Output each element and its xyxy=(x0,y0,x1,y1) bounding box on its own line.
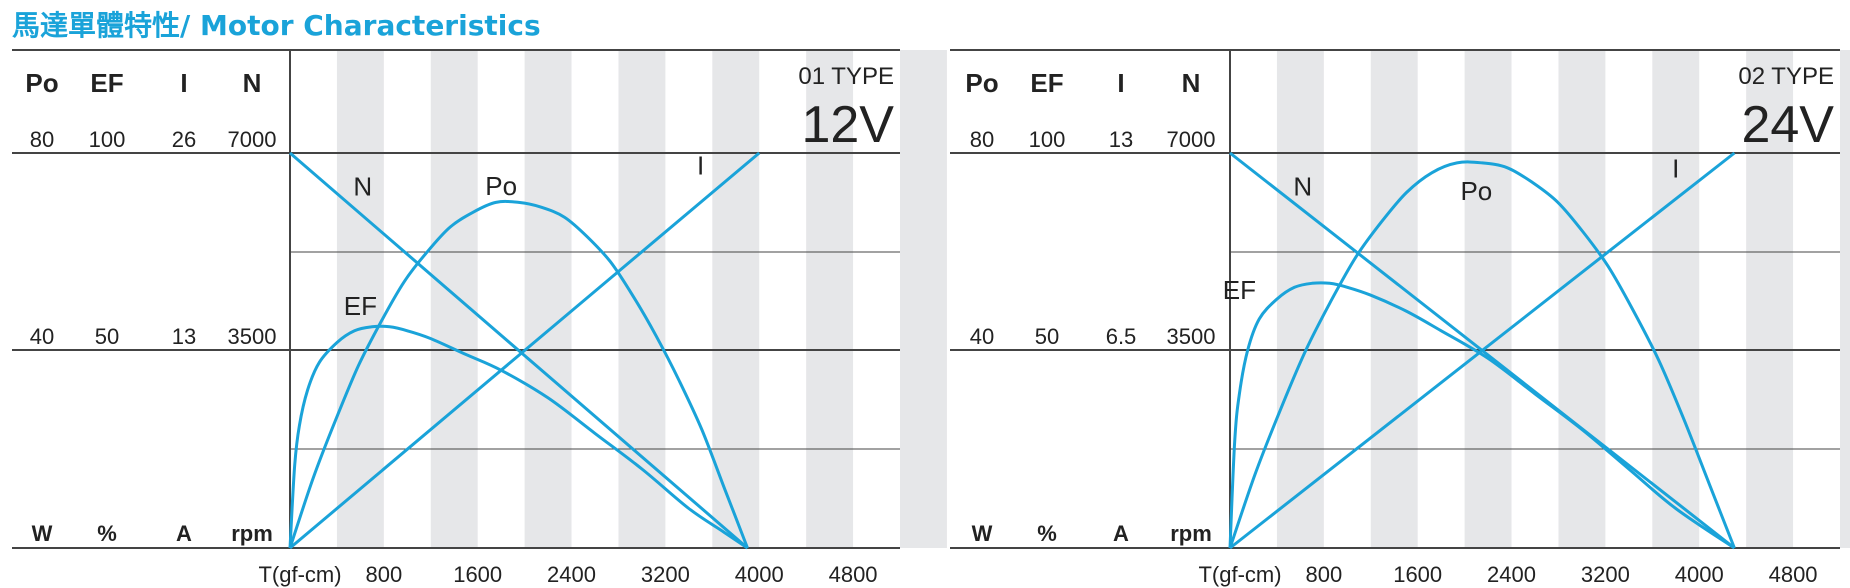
y-top-value: 80 xyxy=(30,127,54,152)
x-tick-label: 800 xyxy=(365,562,402,587)
unit-label: % xyxy=(97,521,117,546)
y-top-value: 7000 xyxy=(1167,127,1216,152)
page-title: 馬達單體特性/ Motor Characteristics xyxy=(12,9,541,42)
type-label: 02 TYPE xyxy=(1738,63,1834,90)
y-mid-value: 3500 xyxy=(228,324,277,349)
x-tick-label: 1600 xyxy=(453,562,502,587)
unit-label: rpm xyxy=(231,521,273,546)
plot-stripe xyxy=(900,50,947,548)
x-tick-label: 3200 xyxy=(641,562,690,587)
series-line-ef xyxy=(288,324,749,550)
series-label-ef: EF xyxy=(344,291,377,321)
x-axis-label: T(gf-cm) xyxy=(258,562,341,587)
plot-stripe xyxy=(524,50,572,548)
series-label-n: N xyxy=(353,171,372,201)
x-tick-label: 2400 xyxy=(1487,562,1536,587)
series-line-i xyxy=(1229,151,1736,550)
x-tick-label: 2400 xyxy=(547,562,596,587)
voltage-label: 24V xyxy=(1741,96,1834,154)
x-tick-label: 4000 xyxy=(1675,562,1724,587)
y-mid-value: 3500 xyxy=(1167,324,1216,349)
y-mid-value: 6.5 xyxy=(1106,324,1137,349)
y-top-value: 13 xyxy=(1109,127,1133,152)
y-mid-value: 50 xyxy=(1035,324,1059,349)
plot-stripe xyxy=(336,50,384,548)
y-top-value: 100 xyxy=(1029,127,1066,152)
column-header: Po xyxy=(965,68,998,98)
unit-label: W xyxy=(32,521,53,546)
x-tick-label: 1600 xyxy=(1393,562,1442,587)
series-line-ef xyxy=(1228,281,1736,550)
series-line-po xyxy=(288,199,749,549)
plot-stripe xyxy=(806,50,854,548)
x-tick-label: 4000 xyxy=(735,562,784,587)
column-header: EF xyxy=(90,68,123,98)
series-label-i: I xyxy=(697,150,704,180)
series-label-po: Po xyxy=(485,171,517,201)
series-label-n: N xyxy=(1293,171,1312,201)
x-tick-label: 800 xyxy=(1305,562,1342,587)
plot-stripe xyxy=(1746,50,1794,548)
series-label-po: Po xyxy=(1460,176,1492,206)
x-tick-label: 4800 xyxy=(1769,562,1818,587)
y-top-value: 26 xyxy=(172,127,196,152)
column-header: EF xyxy=(1030,68,1063,98)
y-mid-value: 13 xyxy=(172,324,196,349)
plot-stripe xyxy=(1652,50,1700,548)
voltage-label: 12V xyxy=(801,96,894,154)
plot-stripe xyxy=(430,50,478,548)
chart-02-type-24v: Po 80 40 W EF 100 50% I 13 6.5 A N 7000 3500 rpm 02 TYP… xyxy=(950,49,1850,587)
series-line-n xyxy=(289,151,749,550)
column-header: N xyxy=(1182,68,1201,98)
type-label: 01 TYPE xyxy=(798,63,894,90)
column-header: Po xyxy=(25,68,58,98)
unit-label: % xyxy=(1037,521,1057,546)
column-header: I xyxy=(180,68,187,98)
plot-stripe xyxy=(1464,50,1512,548)
chart-01-type-12v: Po 80 40 W EF 100 50% I 26 13 A N 7000 3500 rpm 01 TYPE… xyxy=(12,49,947,587)
x-tick-label: 4800 xyxy=(829,562,878,587)
y-top-value: 7000 xyxy=(228,127,277,152)
y-mid-value: 40 xyxy=(30,324,54,349)
unit-label: rpm xyxy=(1170,521,1212,546)
unit-label: A xyxy=(1113,521,1129,546)
x-axis-label: T(gf-cm) xyxy=(1198,562,1281,587)
plot-stripe xyxy=(618,50,666,548)
series-line-po xyxy=(1228,160,1736,549)
plot-stripe xyxy=(1276,50,1324,548)
plot-stripe xyxy=(1558,50,1606,548)
unit-label: A xyxy=(176,521,192,546)
column-header: N xyxy=(243,68,262,98)
unit-label: W xyxy=(972,521,993,546)
y-top-value: 100 xyxy=(89,127,126,152)
series-line-i xyxy=(289,151,761,550)
plot-stripe xyxy=(712,50,760,548)
series-label-i: I xyxy=(1672,153,1679,183)
series-label-ef: EF xyxy=(1223,275,1256,305)
plot-stripe xyxy=(1840,50,1850,548)
y-top-value: 80 xyxy=(970,127,994,152)
y-mid-value: 50 xyxy=(95,324,119,349)
x-tick-label: 3200 xyxy=(1581,562,1630,587)
column-header: I xyxy=(1117,68,1124,98)
y-mid-value: 40 xyxy=(970,324,994,349)
